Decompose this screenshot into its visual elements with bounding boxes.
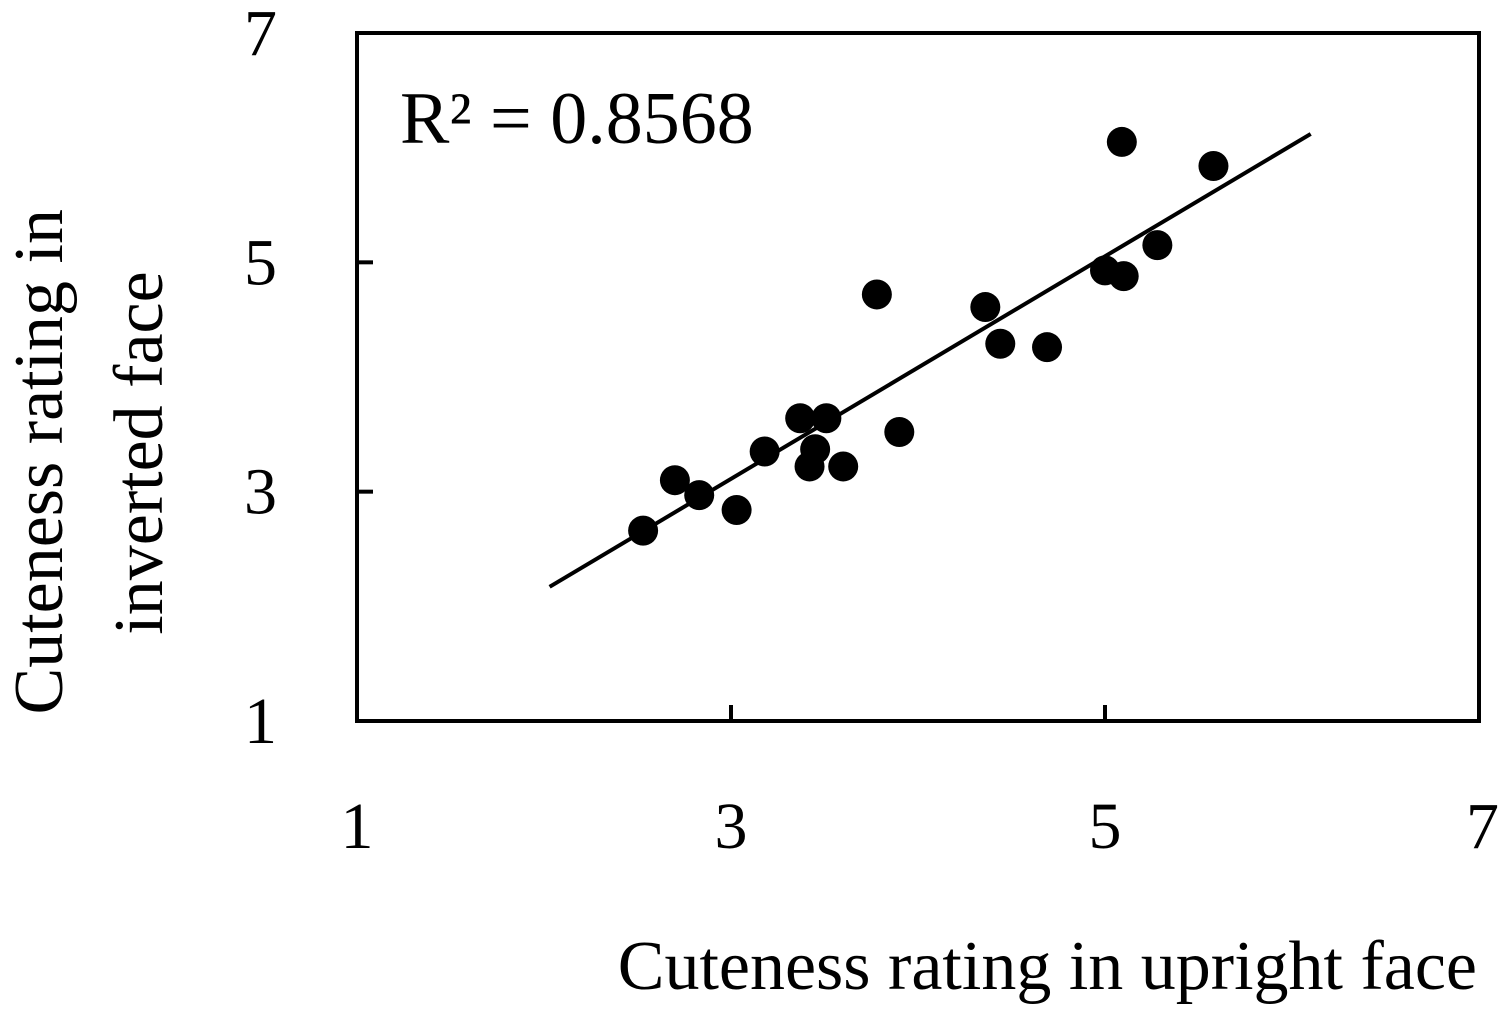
x-axis-ticks xyxy=(729,705,1107,721)
data-points xyxy=(628,126,1229,546)
data-point-12 xyxy=(884,417,915,448)
data-point-19 xyxy=(1142,230,1173,261)
data-point-2 xyxy=(659,465,690,496)
data-point-17 xyxy=(1108,261,1139,292)
data-point-18 xyxy=(1106,126,1137,157)
y-tick-label-7: 7 xyxy=(244,0,277,70)
r-squared-annotation: R² = 0.8568 xyxy=(400,78,754,160)
y-axis-ticks xyxy=(357,260,373,494)
data-point-14 xyxy=(985,328,1016,359)
y-axis-tick-labels: 1 3 5 7 xyxy=(244,0,277,758)
data-point-9 xyxy=(811,403,842,434)
x-tick-label-5: 5 xyxy=(1089,790,1122,863)
x-tick-label-1: 1 xyxy=(341,790,374,863)
y-tick-label-1: 1 xyxy=(244,685,277,758)
y-axis-title-line-1: Cuteness rating in xyxy=(1,209,78,714)
data-point-10 xyxy=(828,451,859,482)
data-point-20 xyxy=(1198,151,1229,182)
data-point-6 xyxy=(785,403,816,434)
data-point-8 xyxy=(800,434,831,465)
y-axis-title: Cuteness rating in inverted face xyxy=(1,192,178,715)
y-axis-title-line-2: inverted face xyxy=(101,271,178,634)
data-point-3 xyxy=(684,480,715,511)
x-tick-label-3: 3 xyxy=(715,790,748,863)
y-tick-label-5: 5 xyxy=(244,226,277,299)
trendline xyxy=(548,132,1312,589)
x-axis-title: Cuteness rating in upright face xyxy=(618,928,1477,1005)
x-axis-tick-labels: 1 3 5 7 xyxy=(341,790,1500,863)
data-point-4 xyxy=(721,495,752,526)
data-point-13 xyxy=(970,292,1001,323)
data-point-5 xyxy=(749,436,780,467)
data-point-1 xyxy=(628,515,659,546)
plot-frame xyxy=(355,31,1481,723)
data-point-15 xyxy=(1032,332,1063,363)
y-tick-label-3: 3 xyxy=(244,456,277,529)
x-tick-label-7: 7 xyxy=(1466,790,1499,863)
data-point-11 xyxy=(861,279,892,310)
